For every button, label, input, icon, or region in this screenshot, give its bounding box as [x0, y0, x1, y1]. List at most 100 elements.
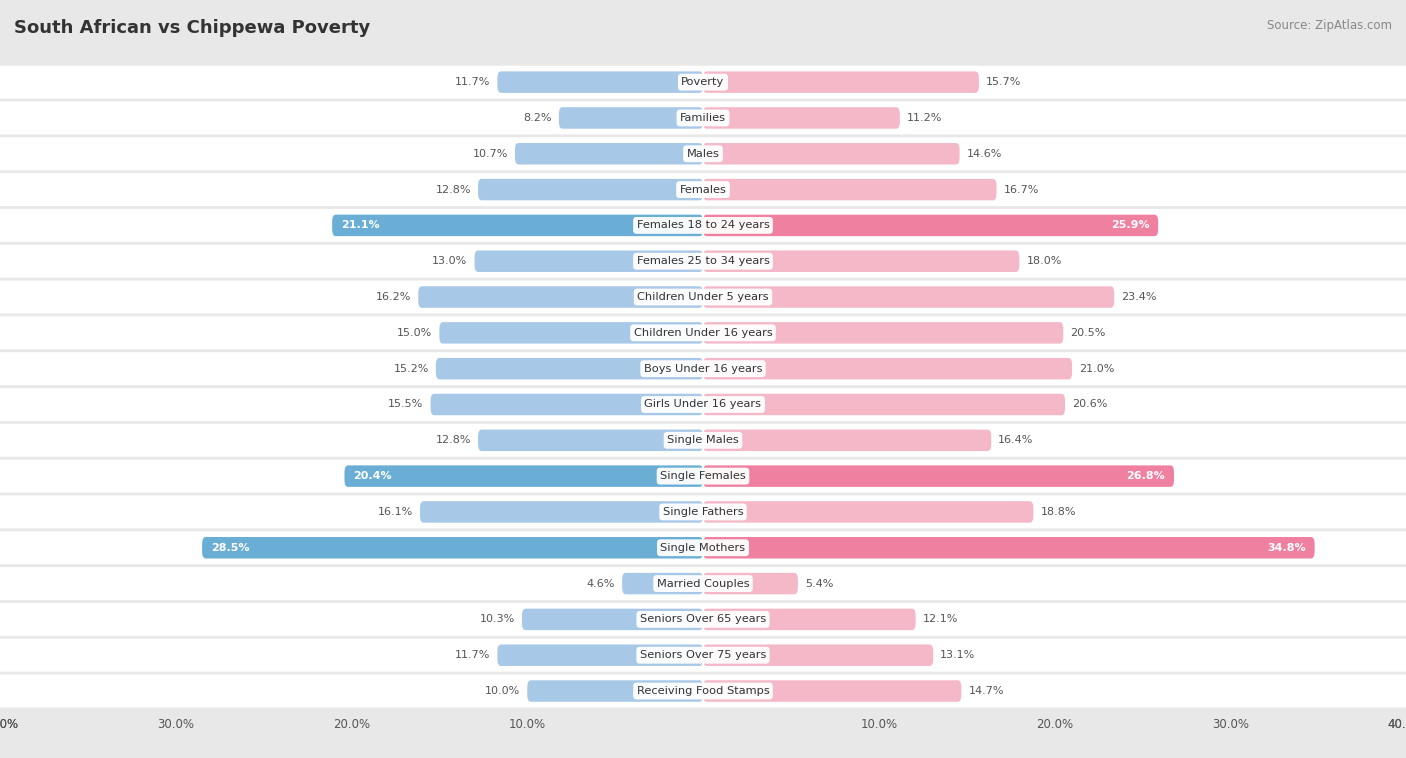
FancyBboxPatch shape [527, 680, 703, 702]
Text: Females 25 to 34 years: Females 25 to 34 years [637, 256, 769, 266]
Text: 40.0%: 40.0% [0, 718, 18, 731]
Text: 21.0%: 21.0% [1080, 364, 1115, 374]
Text: 10.0%: 10.0% [485, 686, 520, 696]
Text: 30.0%: 30.0% [157, 718, 194, 731]
FancyBboxPatch shape [202, 537, 703, 559]
FancyBboxPatch shape [0, 388, 1406, 421]
FancyBboxPatch shape [430, 393, 703, 415]
FancyBboxPatch shape [0, 459, 1406, 493]
FancyBboxPatch shape [478, 430, 703, 451]
Text: 23.4%: 23.4% [1122, 292, 1157, 302]
Text: 13.0%: 13.0% [432, 256, 467, 266]
Text: Males: Males [686, 149, 720, 158]
FancyBboxPatch shape [0, 102, 1406, 134]
FancyBboxPatch shape [436, 358, 703, 380]
Text: 15.7%: 15.7% [986, 77, 1021, 87]
Text: Children Under 5 years: Children Under 5 years [637, 292, 769, 302]
Text: Children Under 16 years: Children Under 16 years [634, 328, 772, 338]
Text: 16.7%: 16.7% [1004, 185, 1039, 195]
FancyBboxPatch shape [703, 537, 1315, 559]
FancyBboxPatch shape [703, 465, 1174, 487]
FancyBboxPatch shape [703, 287, 1114, 308]
Text: Seniors Over 75 years: Seniors Over 75 years [640, 650, 766, 660]
FancyBboxPatch shape [0, 66, 1406, 99]
FancyBboxPatch shape [621, 573, 703, 594]
Text: 12.8%: 12.8% [436, 435, 471, 445]
Text: South African vs Chippewa Poverty: South African vs Chippewa Poverty [14, 19, 370, 37]
Text: 14.7%: 14.7% [969, 686, 1004, 696]
Text: 12.1%: 12.1% [922, 615, 957, 625]
FancyBboxPatch shape [703, 501, 1033, 523]
Text: Single Mothers: Single Mothers [661, 543, 745, 553]
Text: Seniors Over 65 years: Seniors Over 65 years [640, 615, 766, 625]
Text: 16.4%: 16.4% [998, 435, 1033, 445]
FancyBboxPatch shape [703, 250, 1019, 272]
Text: 40.0%: 40.0% [1388, 718, 1406, 731]
Text: Poverty: Poverty [682, 77, 724, 87]
Text: 12.8%: 12.8% [436, 185, 471, 195]
FancyBboxPatch shape [0, 209, 1406, 242]
FancyBboxPatch shape [703, 179, 997, 200]
Text: Married Couples: Married Couples [657, 578, 749, 588]
Text: 28.5%: 28.5% [211, 543, 249, 553]
Text: Females: Females [679, 185, 727, 195]
Text: 10.3%: 10.3% [479, 615, 515, 625]
FancyBboxPatch shape [703, 430, 991, 451]
Text: 11.2%: 11.2% [907, 113, 942, 123]
Text: 10.7%: 10.7% [472, 149, 508, 158]
Text: Families: Families [681, 113, 725, 123]
FancyBboxPatch shape [498, 71, 703, 93]
FancyBboxPatch shape [0, 603, 1406, 636]
FancyBboxPatch shape [475, 250, 703, 272]
Text: Single Fathers: Single Fathers [662, 507, 744, 517]
FancyBboxPatch shape [478, 179, 703, 200]
Text: 40.0%: 40.0% [1388, 718, 1406, 731]
Text: 25.9%: 25.9% [1111, 221, 1150, 230]
FancyBboxPatch shape [0, 245, 1406, 277]
FancyBboxPatch shape [0, 280, 1406, 314]
Text: 34.8%: 34.8% [1267, 543, 1306, 553]
Text: 10.0%: 10.0% [860, 718, 897, 731]
Text: 11.7%: 11.7% [456, 77, 491, 87]
FancyBboxPatch shape [703, 143, 960, 164]
FancyBboxPatch shape [420, 501, 703, 523]
FancyBboxPatch shape [703, 609, 915, 630]
FancyBboxPatch shape [703, 215, 1159, 236]
Text: 10.0%: 10.0% [509, 718, 546, 731]
FancyBboxPatch shape [522, 609, 703, 630]
Text: 20.5%: 20.5% [1070, 328, 1105, 338]
Text: 14.6%: 14.6% [967, 149, 1002, 158]
FancyBboxPatch shape [703, 680, 962, 702]
FancyBboxPatch shape [0, 675, 1406, 707]
Text: 16.1%: 16.1% [378, 507, 413, 517]
Text: 15.0%: 15.0% [396, 328, 433, 338]
FancyBboxPatch shape [419, 287, 703, 308]
Text: Females 18 to 24 years: Females 18 to 24 years [637, 221, 769, 230]
FancyBboxPatch shape [703, 393, 1066, 415]
FancyBboxPatch shape [344, 465, 703, 487]
Text: Receiving Food Stamps: Receiving Food Stamps [637, 686, 769, 696]
FancyBboxPatch shape [560, 107, 703, 129]
FancyBboxPatch shape [0, 137, 1406, 171]
FancyBboxPatch shape [0, 639, 1406, 672]
Text: Single Males: Single Males [666, 435, 740, 445]
Text: Boys Under 16 years: Boys Under 16 years [644, 364, 762, 374]
FancyBboxPatch shape [498, 644, 703, 666]
FancyBboxPatch shape [703, 573, 799, 594]
Text: 8.2%: 8.2% [523, 113, 551, 123]
FancyBboxPatch shape [0, 567, 1406, 600]
Text: 11.7%: 11.7% [456, 650, 491, 660]
FancyBboxPatch shape [0, 316, 1406, 349]
Text: 26.8%: 26.8% [1126, 471, 1166, 481]
Text: 40.0%: 40.0% [0, 718, 18, 731]
FancyBboxPatch shape [332, 215, 703, 236]
Text: 21.1%: 21.1% [340, 221, 380, 230]
FancyBboxPatch shape [703, 358, 1073, 380]
FancyBboxPatch shape [703, 71, 979, 93]
Text: 20.6%: 20.6% [1073, 399, 1108, 409]
Text: 15.2%: 15.2% [394, 364, 429, 374]
Text: Single Females: Single Females [661, 471, 745, 481]
Text: 30.0%: 30.0% [1212, 718, 1249, 731]
Text: 16.2%: 16.2% [375, 292, 412, 302]
FancyBboxPatch shape [703, 322, 1063, 343]
